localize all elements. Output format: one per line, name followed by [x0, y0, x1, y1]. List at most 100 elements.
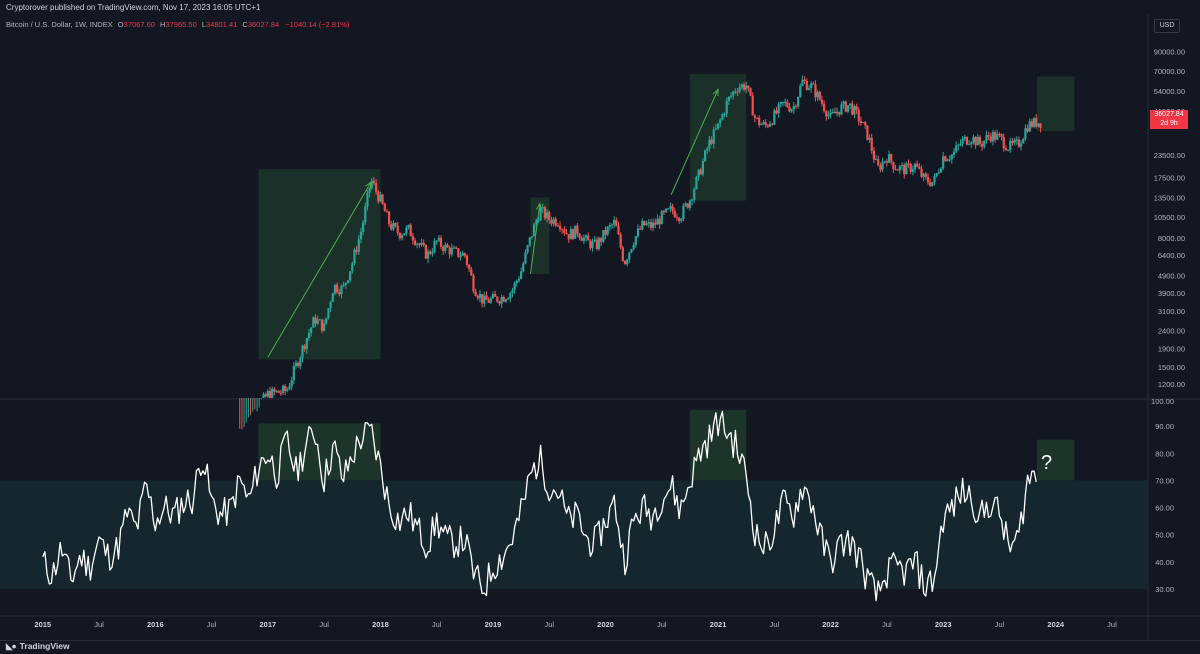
candle-body	[362, 222, 365, 232]
candle-body	[892, 161, 895, 169]
candle-body	[524, 252, 527, 264]
high-label: H	[160, 20, 166, 29]
candle-body	[710, 139, 713, 144]
candle-body	[825, 111, 828, 117]
candle-body	[1004, 148, 1008, 151]
candle-body	[301, 345, 304, 358]
rsi-tick-label: 100.00	[1151, 397, 1174, 406]
candle-body	[1017, 139, 1021, 147]
candle-body	[437, 237, 440, 241]
price-tick-label: 8000.00	[1158, 234, 1185, 243]
symbol-name[interactable]: Bitcoin / U.S. Dollar, 1W, INDEX	[6, 20, 113, 29]
candle-body	[675, 217, 679, 219]
trend-arrow-line	[529, 203, 541, 275]
candle-body	[1039, 123, 1042, 128]
candle-body	[294, 362, 298, 366]
candle-body	[589, 240, 592, 249]
candle-body	[874, 159, 878, 161]
candle-body	[567, 234, 570, 240]
high-value: 37965.50	[165, 20, 197, 29]
candle-body	[913, 163, 917, 170]
candle-body	[509, 293, 512, 299]
rsi-highlight-box	[689, 409, 747, 481]
candle-body	[539, 208, 542, 221]
time-tick-label: Jul	[544, 620, 554, 629]
candle-body	[972, 136, 975, 143]
candle-body	[948, 159, 951, 161]
candle-body	[355, 249, 358, 252]
price-highlight-box	[1036, 76, 1075, 132]
candle-body	[299, 357, 302, 367]
candle-body	[593, 239, 596, 242]
symbol-legend: Bitcoin / U.S. Dollar, 1W, INDEX O37067.…	[6, 20, 349, 29]
candle-body	[528, 237, 531, 246]
tradingview-logo[interactable]: ◣● TradingView	[6, 641, 70, 652]
candle-body	[632, 244, 635, 250]
candle-body	[489, 298, 492, 303]
candle-body	[526, 245, 529, 253]
candle-body	[729, 95, 733, 97]
candle-body	[755, 117, 759, 119]
candle-body	[647, 222, 650, 224]
candle-body	[446, 244, 449, 248]
candle-body	[396, 225, 399, 233]
price-tick-label: 1200.00	[1158, 380, 1185, 389]
change-value: −1040.14 (−2.81%)	[285, 20, 350, 29]
trend-arrows	[267, 88, 719, 358]
candle-body	[797, 96, 800, 107]
candle-body	[645, 223, 648, 226]
candle-body	[494, 294, 497, 297]
candle-body	[790, 109, 793, 112]
candle-body	[864, 122, 867, 126]
trend-arrow-head	[535, 202, 543, 211]
candle-body	[898, 166, 901, 171]
candle-body	[532, 224, 536, 237]
candle-body	[545, 212, 549, 219]
candle-body	[621, 247, 624, 261]
candle-body	[628, 252, 631, 260]
trend-arrow-head	[365, 180, 372, 190]
candle-body	[465, 255, 469, 265]
candle-body	[504, 299, 508, 302]
candle-body	[472, 275, 475, 292]
candle-body	[584, 235, 588, 238]
candle-body	[1032, 118, 1036, 127]
candle-body	[1028, 121, 1031, 132]
candle-body	[491, 294, 495, 299]
candle-body	[602, 230, 605, 242]
candle-body	[740, 84, 743, 88]
candle-body	[455, 247, 458, 249]
candle-body	[305, 338, 308, 350]
candle-body	[887, 154, 891, 163]
candle-body	[346, 280, 350, 283]
candle-body	[636, 228, 640, 237]
candle-body	[877, 159, 880, 166]
candle-body	[1002, 137, 1005, 149]
candle-body	[771, 123, 774, 125]
candle-body	[353, 249, 356, 264]
price-tick-label: 3900.00	[1158, 289, 1185, 298]
candle-body	[1026, 128, 1029, 132]
candle-body	[680, 219, 683, 221]
candle-body	[463, 253, 466, 256]
time-tick-label: 2024	[1047, 620, 1065, 629]
tradingview-logo-icon: ◣●	[6, 641, 17, 651]
candle-body	[690, 199, 694, 201]
candle-body	[325, 317, 328, 324]
rsi-band-fill	[0, 480, 1148, 589]
candle-body	[342, 284, 345, 286]
candle-body	[623, 260, 627, 265]
candle-body	[426, 251, 430, 259]
rsi-tick-label: 40.00	[1155, 558, 1174, 567]
rsi-tick-label: 70.00	[1155, 476, 1174, 485]
candle-body	[316, 319, 319, 324]
candle-body	[268, 390, 272, 398]
candle-body	[721, 114, 724, 120]
candle-body	[682, 205, 685, 220]
candle-body	[561, 229, 564, 231]
currency-button[interactable]: USD	[1154, 19, 1180, 33]
candle-body	[671, 206, 674, 212]
candle-body	[777, 104, 780, 114]
candle-body	[429, 251, 432, 254]
